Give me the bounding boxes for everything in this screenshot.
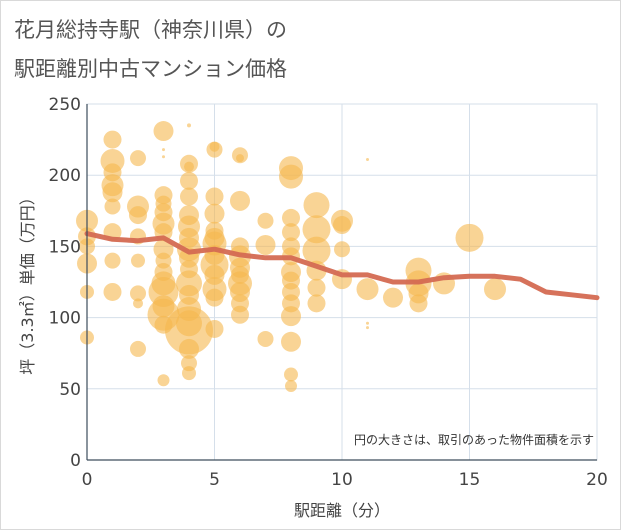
bubble-point <box>104 198 121 215</box>
bubble-point <box>103 282 122 301</box>
x-axis-label: 駅距離（分） <box>294 501 390 520</box>
bubble-point <box>383 287 403 308</box>
axes: 0 50 100 150 200 250 0 5 10 15 20 <box>49 95 608 490</box>
bubble-point <box>257 330 274 347</box>
x-tick-label: 20 <box>586 470 608 490</box>
bubble-point <box>284 367 298 382</box>
bubble-point <box>130 285 146 302</box>
bubble-point <box>230 190 250 211</box>
y-tick-label: 200 <box>49 166 81 186</box>
bubble-point <box>182 366 196 381</box>
bubble-point <box>205 288 224 307</box>
bubble-point <box>366 158 369 162</box>
bubble-point <box>130 340 146 357</box>
bubble-point <box>129 206 147 225</box>
bubble-series <box>76 121 506 392</box>
bubble-point <box>307 294 326 313</box>
y-tick-label: 250 <box>49 95 81 115</box>
bubble-point <box>356 278 379 301</box>
bubble-point <box>205 187 224 206</box>
bubble-point <box>255 234 276 255</box>
bubble-point <box>257 212 274 229</box>
trend-line <box>84 231 600 301</box>
trend-line-group <box>84 231 600 301</box>
bubble-point <box>302 215 331 244</box>
bubble-point <box>181 355 197 372</box>
bubble-point <box>484 278 506 301</box>
bubble-point <box>104 252 121 269</box>
bubble-point <box>180 171 198 190</box>
bubble-point <box>102 182 123 203</box>
x-tick-label: 15 <box>459 470 481 490</box>
y-tick-label: 100 <box>49 309 81 329</box>
bubble-point <box>157 374 170 387</box>
bubble-point <box>205 319 224 338</box>
bubble-point <box>281 306 301 327</box>
bubble-point <box>133 298 143 309</box>
bubble-point <box>231 305 249 324</box>
bubble-point <box>131 253 145 268</box>
bubble-size-note: 円の大きさは、取引のあった物件面積を示す <box>354 432 594 447</box>
bubble-point <box>179 338 199 359</box>
bubble-point <box>165 306 213 355</box>
bubble-point <box>302 236 331 265</box>
x-tick-label: 10 <box>331 470 353 490</box>
bubble-point <box>334 241 350 258</box>
y-tick-label: 50 <box>59 380 81 400</box>
bubble-point <box>307 278 326 297</box>
bubble-point <box>130 150 146 167</box>
bubble-point <box>281 331 301 352</box>
y-axis-label: 坪（3.3㎡）単価（万円） <box>18 189 37 374</box>
bubble-point <box>187 123 191 128</box>
bubble-point <box>282 223 300 242</box>
bubble-point <box>153 239 174 260</box>
bubble-point <box>282 208 300 227</box>
x-tick-label: 5 <box>209 470 220 490</box>
bubble-point <box>366 326 369 330</box>
bubble-point <box>333 216 351 235</box>
bubble-point <box>279 164 303 189</box>
chart-title-line1: 花月総持寺駅（神奈川県）の <box>14 18 287 42</box>
bubble-point <box>162 148 165 152</box>
bubble-point <box>206 141 223 158</box>
bubble-point <box>184 161 194 172</box>
bubble-point <box>303 192 330 219</box>
bubble-point <box>455 223 484 252</box>
bubble-point <box>409 294 428 313</box>
bubble-point <box>366 321 369 325</box>
chart-title-line2: 駅距離別中古マンション価格 <box>14 57 287 81</box>
bubble-point <box>103 130 122 149</box>
bubble-point <box>204 203 225 224</box>
x-tick-label: 0 <box>82 470 93 490</box>
y-tick-label: 0 <box>70 451 81 471</box>
bubble-point <box>180 187 198 206</box>
bubble-point <box>153 121 174 142</box>
bubble-point <box>236 154 244 163</box>
y-tick-label: 150 <box>49 237 81 257</box>
bubble-point <box>285 379 297 392</box>
bubble-point <box>162 155 165 159</box>
